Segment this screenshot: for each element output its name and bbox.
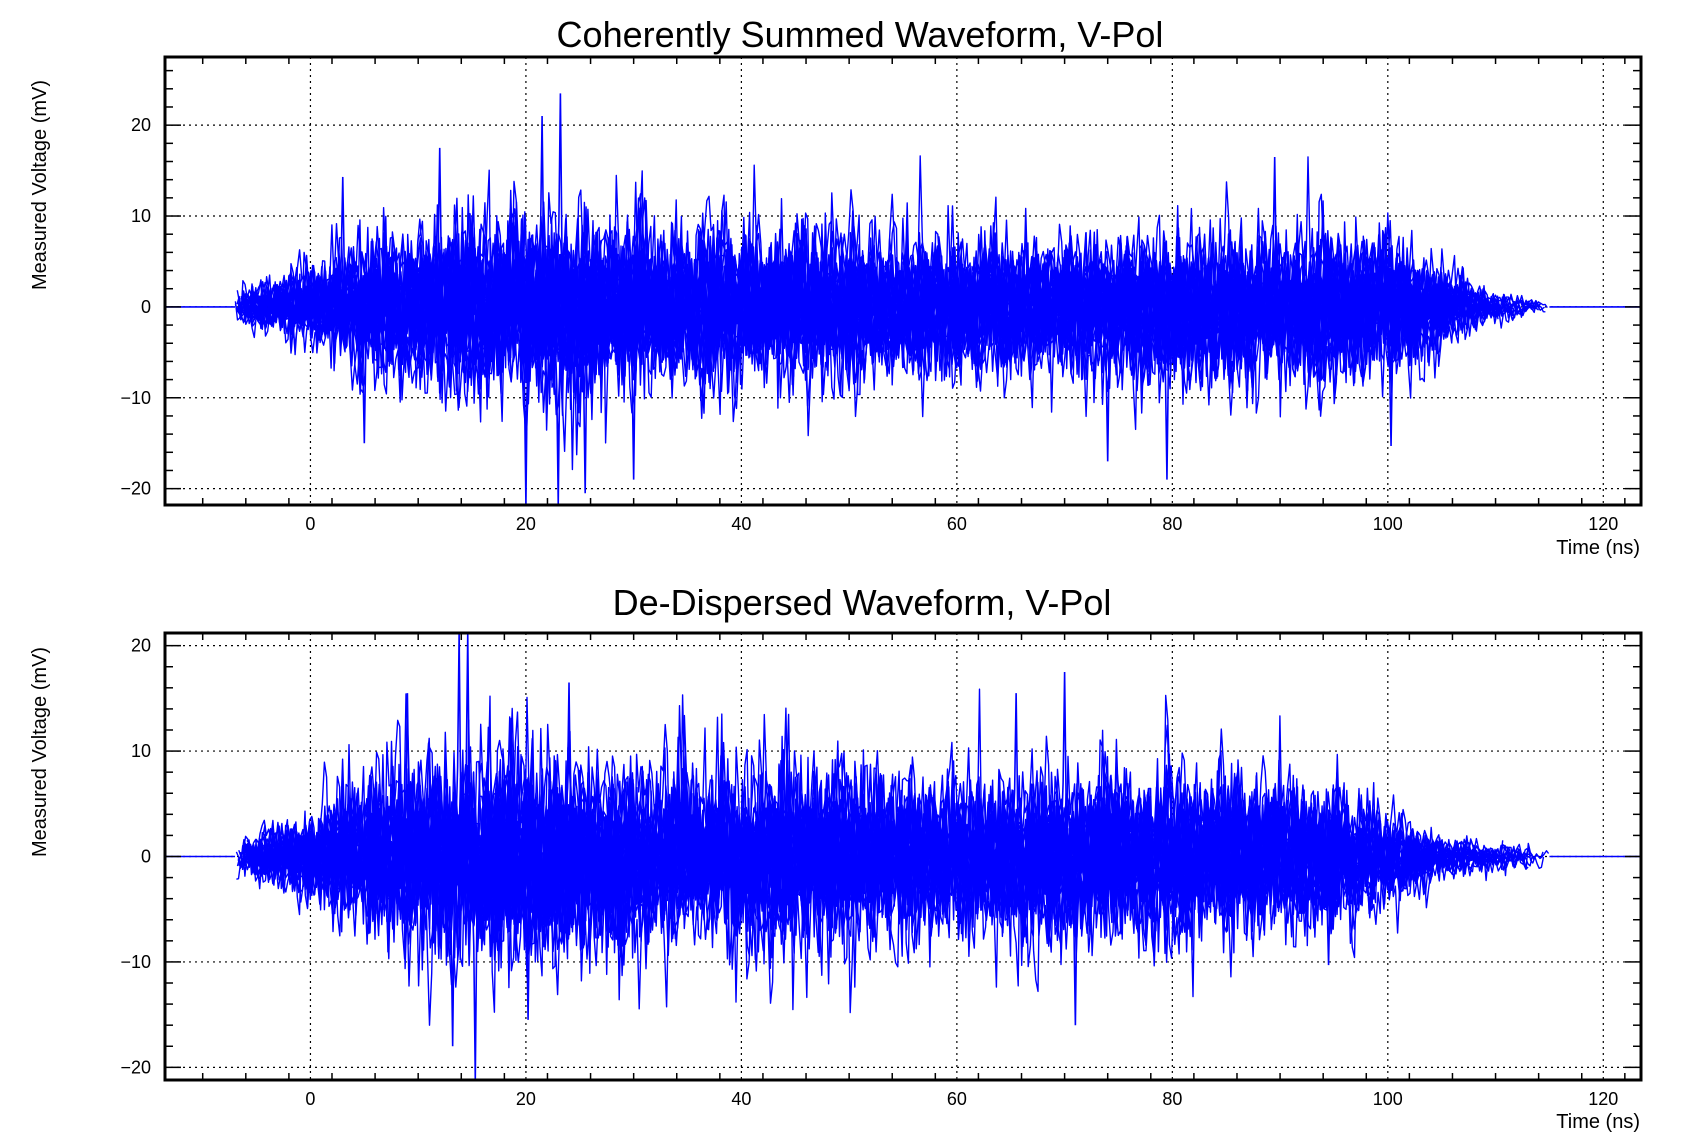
top-waveform-peak — [555, 93, 566, 339]
top-waveform-peak — [359, 286, 370, 444]
top-waveform-peak — [1162, 280, 1172, 480]
top-y-tick-label: −20 — [120, 479, 151, 499]
bottom-waveform-peak — [1011, 693, 1021, 882]
bottom-waveform-peak — [1070, 831, 1081, 1026]
top-waveform-peak — [628, 280, 639, 480]
bottom-waveform-trace — [242, 694, 1471, 1011]
bottom-chart-panel: 0 20 40 60 80 100 120 −20 −10 0 10 20 De-Dispersed … — [0, 566, 1688, 1132]
bottom-y-tick-label: −20 — [120, 1057, 151, 1077]
bottom-waveform-peak — [564, 682, 574, 883]
top-x-axis-label: Time (ns) — [1556, 537, 1640, 559]
top-x-tick-label: 100 — [1373, 514, 1403, 534]
bottom-plot-frame — [163, 631, 1643, 1082]
top-y-axis-label: Measured Voltage (mV) — [29, 80, 51, 290]
top-x-tick-label: 80 — [1162, 514, 1182, 534]
bottom-y-tick-label: −10 — [120, 952, 151, 972]
top-waveform-peak — [537, 116, 547, 336]
top-chart-svg: 0 20 40 60 80 100 120 −20 −10 0 10 20 Coherently Su… — [29, 14, 1643, 559]
top-waveform-peak — [580, 278, 590, 494]
bottom-x-tick-label: 100 — [1373, 1089, 1403, 1109]
top-x-tick-label: 0 — [305, 514, 315, 534]
bottom-x-tick-label: 60 — [947, 1089, 967, 1109]
top-chart-title: Coherently Summed Waveform, V-Pol — [557, 14, 1164, 55]
bottom-waveform-peak — [523, 831, 533, 1020]
bottom-y-axis-label: Measured Voltage (mV) — [29, 647, 51, 857]
bottom-x-tick-label: 40 — [731, 1089, 751, 1109]
top-y-tick-label: 20 — [131, 115, 151, 135]
bottom-x-axis-label: Time (ns) — [1556, 1111, 1640, 1132]
top-waveform-peak — [434, 147, 445, 331]
top-waveform-trace — [236, 217, 1548, 378]
bottom-x-tick-label: 20 — [516, 1089, 536, 1109]
top-x-tick-label: 60 — [947, 514, 967, 534]
top-plot-frame — [163, 55, 1643, 507]
bottom-x-tick-label: 120 — [1588, 1089, 1618, 1109]
bottom-chart-title: De-Dispersed Waveform, V-Pol — [613, 582, 1112, 623]
top-waveform-trace — [249, 197, 1456, 415]
top-y-tick-label: 0 — [141, 297, 151, 317]
bottom-y-tick-label: 0 — [141, 847, 151, 867]
top-x-tick-label: 40 — [731, 514, 751, 534]
top-waveform-peak — [1102, 283, 1113, 462]
bottom-waveform-peak — [447, 828, 458, 1047]
top-x-tick-label: 20 — [516, 514, 536, 534]
bottom-y-tick-label: 10 — [131, 741, 151, 761]
bottom-tick-labels: 0 20 40 60 80 100 120 −20 −10 0 10 20 — [120, 636, 1618, 1109]
top-waveform-trace — [238, 201, 1524, 414]
bottom-waveform-peak — [402, 693, 413, 882]
top-x-tick-label: 120 — [1588, 514, 1618, 534]
bottom-traces — [165, 632, 1641, 1081]
top-waveform-trace — [247, 199, 1490, 417]
top-waveform-peak — [337, 176, 348, 327]
top-y-tick-label: 10 — [131, 206, 151, 226]
top-traces — [165, 93, 1641, 506]
top-waveform-peak — [1269, 156, 1280, 330]
bottom-x-tick-label: 0 — [305, 1089, 315, 1109]
bottom-waveform-peak — [1059, 671, 1070, 885]
top-waveform-peak — [1386, 286, 1396, 446]
bottom-chart-svg: 0 20 40 60 80 100 120 −20 −10 0 10 20 De-Dispersed … — [29, 582, 1643, 1132]
top-chart-panel: 0 20 40 60 80 100 120 −20 −10 0 10 20 Coherently Su… — [29, 14, 1643, 559]
bottom-y-tick-label: 20 — [131, 636, 151, 656]
top-tick-labels: 0 20 40 60 80 100 120 −20 −10 0 10 20 — [120, 115, 1618, 534]
bottom-x-tick-label: 80 — [1162, 1089, 1182, 1109]
bottom-waveform-peak — [1323, 840, 1334, 966]
top-y-tick-label: −10 — [120, 388, 151, 408]
